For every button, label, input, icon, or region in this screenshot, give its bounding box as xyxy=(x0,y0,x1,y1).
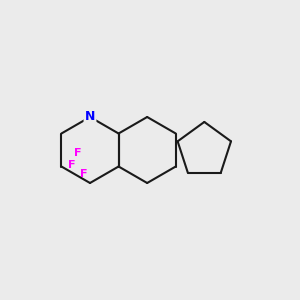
Text: F: F xyxy=(68,160,76,170)
Text: F: F xyxy=(80,169,88,179)
Text: F: F xyxy=(74,148,82,158)
Text: N: N xyxy=(85,110,95,124)
